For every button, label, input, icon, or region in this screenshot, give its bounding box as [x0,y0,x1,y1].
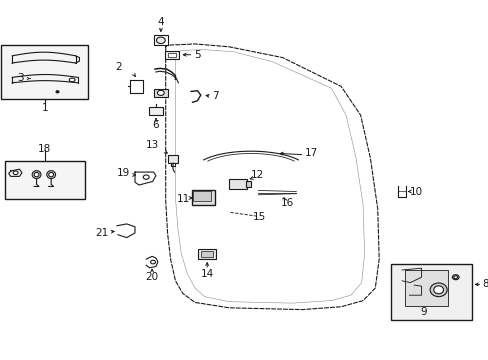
Text: 1: 1 [41,103,48,113]
Bar [193,191,210,201]
Text: 3: 3 [17,73,24,84]
Ellipse shape [433,286,443,294]
Bar [148,107,163,115]
Bar [167,155,178,163]
Ellipse shape [34,172,39,177]
Ellipse shape [13,171,18,175]
Text: 15: 15 [253,212,266,222]
Text: 2: 2 [115,62,122,72]
Text: 18: 18 [38,144,51,153]
Bar [390,264,470,320]
Bar [404,270,447,306]
Bar [167,53,176,57]
Text: 7: 7 [212,91,218,101]
Bar [198,249,216,259]
Text: 20: 20 [145,272,158,282]
Text: 10: 10 [409,186,422,197]
Text: 13: 13 [145,140,159,150]
Text: 14: 14 [200,269,213,279]
Ellipse shape [451,275,458,280]
Bar [153,89,168,97]
Ellipse shape [429,283,446,297]
Text: 5: 5 [194,50,200,60]
Text: 19: 19 [117,168,130,178]
Bar [164,51,179,59]
Text: 12: 12 [250,170,264,180]
Text: 8: 8 [481,279,488,289]
Bar [201,251,213,257]
Ellipse shape [47,171,56,179]
Ellipse shape [56,91,59,93]
Text: 16: 16 [281,198,294,208]
Bar [4,161,85,199]
Bar [245,181,250,187]
Ellipse shape [143,175,149,179]
Ellipse shape [157,90,164,95]
Bar [153,35,168,45]
Ellipse shape [453,276,457,279]
Text: 9: 9 [420,307,427,317]
Text: 6: 6 [152,120,159,130]
Text: 11: 11 [176,194,189,204]
Ellipse shape [156,37,165,44]
Bar [228,179,246,189]
Bar [1,45,88,99]
Text: 17: 17 [305,148,318,158]
Text: 4: 4 [157,17,164,27]
Ellipse shape [32,171,41,179]
Ellipse shape [150,260,155,264]
Ellipse shape [49,172,54,177]
Text: 21: 21 [96,228,109,238]
Ellipse shape [69,78,75,82]
Bar [192,190,215,205]
